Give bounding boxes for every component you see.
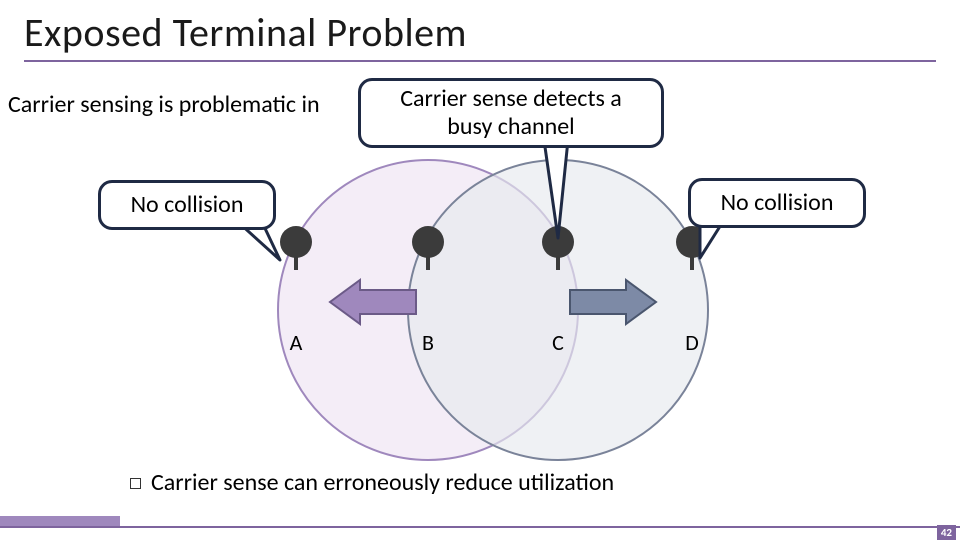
- bullet-marker-icon: [130, 478, 141, 489]
- bullet-text: Carrier sense can erroneously reduce uti…: [151, 468, 614, 497]
- node-label-B: B: [422, 329, 434, 356]
- node-label-C: C: [552, 329, 564, 356]
- slide: Exposed Terminal Problem Carrier sensing…: [0, 0, 960, 540]
- bullet-line: Carrier sense can erroneously reduce uti…: [130, 468, 614, 497]
- callout-carrier-sense: Carrier sense detects abusy channel: [358, 78, 664, 148]
- callout-no-collision-right: No collision: [688, 178, 866, 228]
- callout-no-collision-left: No collision: [98, 180, 276, 230]
- node-label-D: D: [685, 329, 699, 356]
- page-number: 42: [937, 525, 956, 540]
- node-label-A: A: [290, 329, 303, 356]
- footer-bar: [0, 516, 120, 526]
- footer-line: [0, 526, 960, 528]
